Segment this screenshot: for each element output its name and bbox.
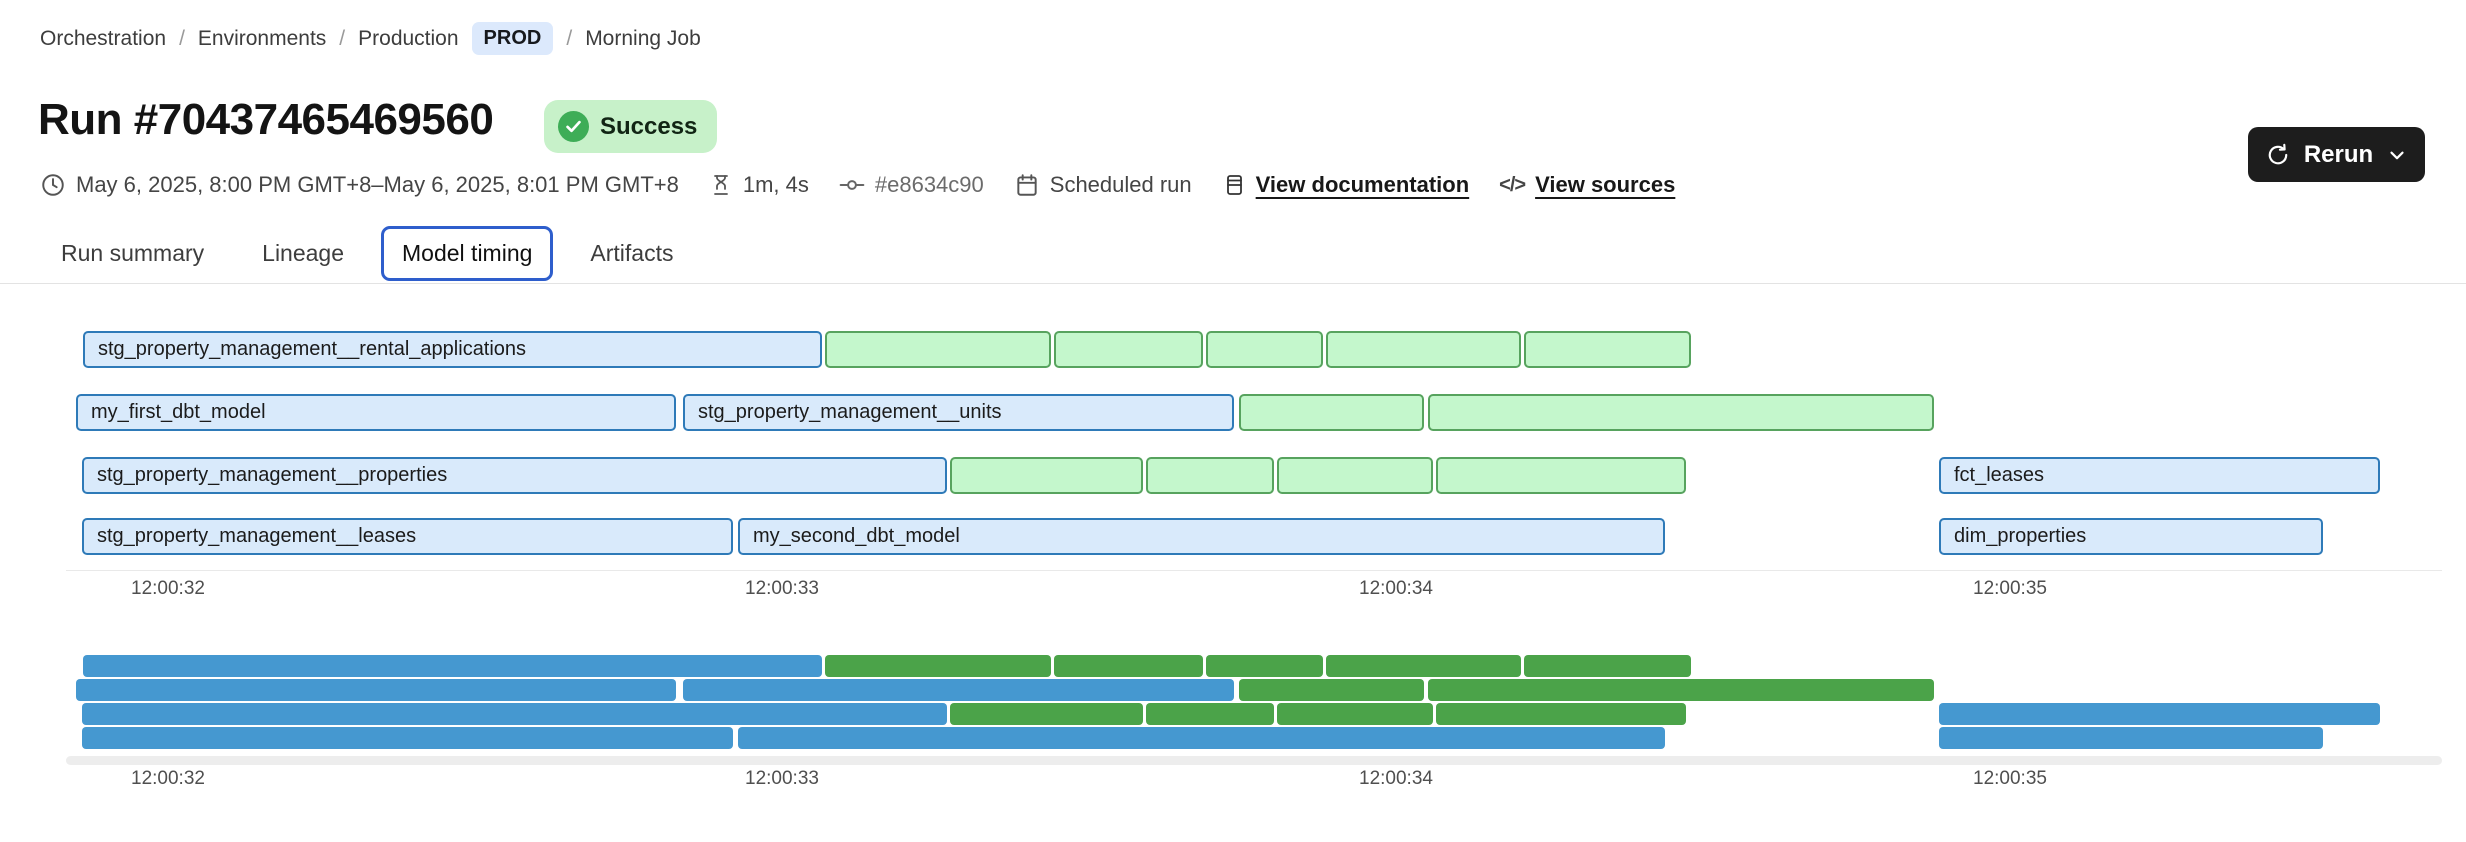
gantt-bar[interactable]: [1428, 394, 1934, 431]
minimap-bar[interactable]: [683, 679, 1234, 701]
check-icon: [558, 111, 589, 142]
minimap-bar[interactable]: [1054, 655, 1203, 677]
axis-tick-label: 12:00:32: [131, 578, 205, 599]
breadcrumb-environments[interactable]: Environments: [197, 26, 327, 50]
gantt-bar-stg_property_management__properties[interactable]: stg_property_management__properties: [82, 457, 947, 494]
breadcrumb-orchestration[interactable]: Orchestration: [40, 26, 167, 50]
minimap-bar[interactable]: [1436, 703, 1686, 725]
minimap-bar[interactable]: [738, 727, 1665, 749]
tab-lineage[interactable]: Lineage: [262, 240, 345, 266]
chevron-down-icon[interactable]: [2386, 144, 2408, 166]
rerun-button-label: Rerun: [2303, 140, 2374, 168]
gantt-bar[interactable]: [950, 457, 1143, 494]
minimap-bar[interactable]: [82, 703, 947, 725]
minimap-scrollbar-track[interactable]: [66, 756, 2442, 765]
gantt-bar-fct_leases[interactable]: fct_leases: [1939, 457, 2380, 494]
gantt-bar-stg_property_management__rental_applications[interactable]: stg_property_management__rental_applicat…: [83, 331, 822, 368]
gantt-bar[interactable]: [1054, 331, 1203, 368]
journal-icon: [1222, 172, 1246, 198]
minimap-bar[interactable]: [1206, 655, 1323, 677]
axis-tick-label: 12:00:35: [1973, 768, 2047, 789]
breadcrumb-morning-job[interactable]: Morning Job: [585, 26, 701, 50]
tab-run-summary[interactable]: Run summary: [61, 240, 205, 266]
gantt-bar[interactable]: [1326, 331, 1521, 368]
hourglass-icon: [709, 172, 733, 198]
axis-tick-label: 12:00:32: [131, 768, 205, 789]
minimap-bar[interactable]: [1277, 703, 1433, 725]
gantt-bar[interactable]: [1206, 331, 1323, 368]
breadcrumb-separator: /: [339, 26, 346, 50]
view-documentation-link[interactable]: View documentation: [1222, 172, 1469, 198]
gantt-axis-line: [66, 570, 2442, 571]
gantt-bar[interactable]: [1524, 331, 1691, 368]
minimap-bar[interactable]: [1428, 679, 1934, 701]
breadcrumb-separator: /: [179, 26, 185, 50]
status-label: Success: [600, 112, 698, 140]
tabs-divider: [0, 283, 2466, 284]
page-title: Run #70437465469560: [38, 95, 494, 144]
minimap-bar[interactable]: [76, 679, 676, 701]
code-icon: </>: [1499, 173, 1526, 196]
tab-model-timing[interactable]: Model timing: [381, 226, 554, 281]
minimap-bar[interactable]: [83, 655, 822, 677]
minimap-bar[interactable]: [825, 655, 1051, 677]
gantt-bar-my_first_dbt_model[interactable]: my_first_dbt_model: [76, 394, 676, 431]
axis-tick-label: 12:00:33: [745, 768, 819, 789]
rerun-button[interactable]: Rerun: [2248, 127, 2425, 182]
gantt-bar-my_second_dbt_model[interactable]: my_second_dbt_model: [738, 518, 1665, 555]
run-duration: 1m, 4s: [709, 172, 809, 198]
axis-tick-label: 12:00:34: [1359, 768, 1433, 789]
commit-icon: [839, 172, 865, 198]
minimap-bar[interactable]: [1939, 727, 2323, 749]
clock-icon: [40, 172, 66, 198]
minimap-bar[interactable]: [1939, 703, 2380, 725]
gantt-bar-dim_properties[interactable]: dim_properties: [1939, 518, 2323, 555]
refresh-icon: [2265, 142, 2291, 168]
commit-hash: #e8634c90: [839, 172, 984, 198]
run-tabs: Run summary Lineage Model timing Artifac…: [40, 226, 694, 281]
gantt-bar[interactable]: [1239, 394, 1424, 431]
gantt-bar[interactable]: [1146, 457, 1274, 494]
run-trigger: Scheduled run: [1014, 172, 1192, 198]
breadcrumb-separator: /: [566, 26, 573, 50]
run-meta-row: May 6, 2025, 8:00 PM GMT+8–May 6, 2025, …: [40, 168, 1675, 202]
environment-badge: PROD: [471, 22, 554, 55]
minimap-bar[interactable]: [1146, 703, 1274, 725]
run-time-range: May 6, 2025, 8:00 PM GMT+8–May 6, 2025, …: [40, 172, 679, 198]
gantt-bar-stg_property_management__units[interactable]: stg_property_management__units: [683, 394, 1234, 431]
tab-artifacts[interactable]: Artifacts: [590, 240, 674, 266]
minimap-bar[interactable]: [82, 727, 733, 749]
gantt-bar-stg_property_management__leases[interactable]: stg_property_management__leases: [82, 518, 733, 555]
minimap-bar[interactable]: [1239, 679, 1424, 701]
axis-tick-label: 12:00:34: [1359, 578, 1433, 599]
minimap-bar[interactable]: [950, 703, 1143, 725]
minimap-bar[interactable]: [1524, 655, 1691, 677]
gantt-bar[interactable]: [1277, 457, 1433, 494]
breadcrumb-production[interactable]: Production: [358, 26, 459, 50]
axis-tick-label: 12:00:33: [745, 578, 819, 599]
status-badge: Success: [544, 100, 718, 153]
minimap-bar[interactable]: [1326, 655, 1521, 677]
breadcrumb: Orchestration / Environments / Productio…: [40, 22, 701, 55]
gantt-bar[interactable]: [1436, 457, 1686, 494]
view-sources-link[interactable]: </> View sources: [1499, 172, 1676, 197]
axis-tick-label: 12:00:35: [1973, 578, 2047, 599]
gantt-bar[interactable]: [825, 331, 1051, 368]
calendar-icon: [1014, 172, 1040, 198]
